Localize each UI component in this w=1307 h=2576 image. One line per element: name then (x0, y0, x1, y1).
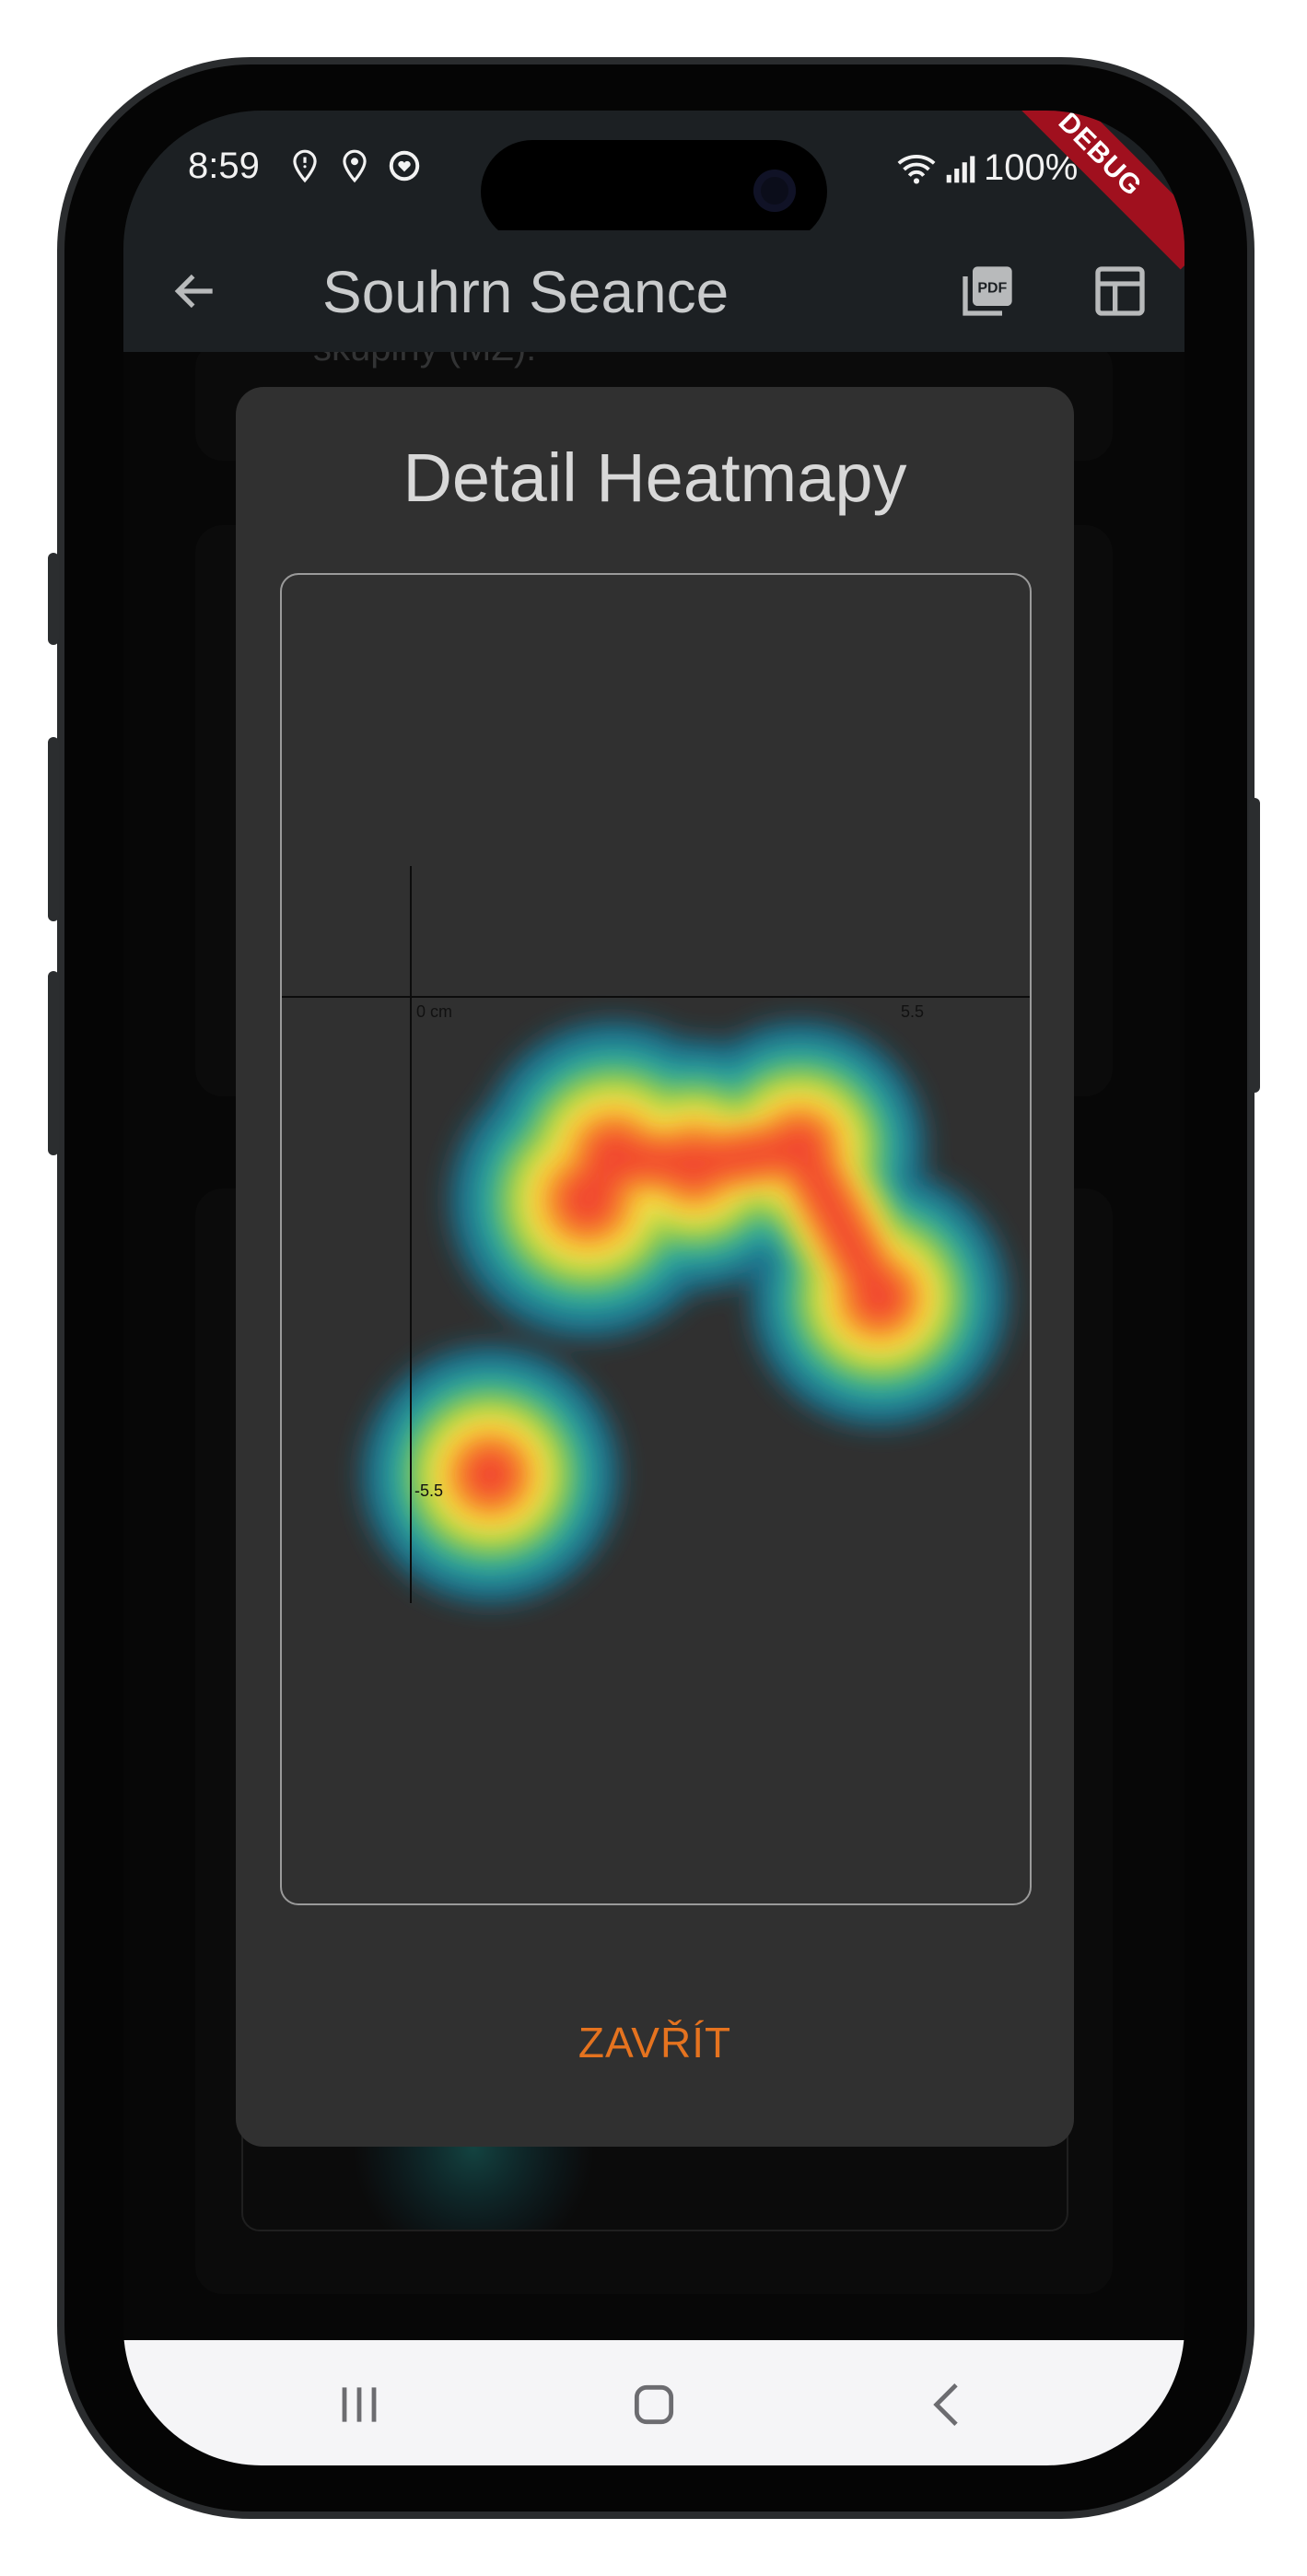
x-tick-label-end: 5.5 (901, 1002, 924, 1021)
status-bar: 8:59 100% (123, 111, 1184, 243)
app-bar: Souhrn Seance PDF (123, 230, 1184, 352)
close-button[interactable]: ZAVŘÍT (578, 2019, 732, 2067)
battery-level: 100% (984, 147, 1079, 188)
heatmap-canvas: 0 cm 5.5 -5.5 (282, 866, 1030, 1604)
heatmap-layer (462, 1120, 907, 1503)
heatmap-frame: 0 cm 5.5 -5.5 (280, 573, 1032, 1905)
volume-down-button (48, 971, 59, 1155)
location-alert-icon (293, 149, 317, 183)
home-icon[interactable] (624, 2375, 683, 2434)
status-system-icons: 100% (895, 147, 1078, 189)
dialog-title: Detail Heatmapy (403, 439, 907, 516)
status-time: 8:59 (188, 146, 260, 186)
page-title: Souhrn Seance (322, 259, 729, 325)
y-tick-label: -5.5 (414, 1481, 443, 1500)
recent-apps-icon[interactable] (330, 2375, 389, 2434)
system-navigation-bar (123, 2340, 1184, 2465)
pdf-export-icon[interactable]: PDF (958, 262, 1017, 321)
location-icon (343, 149, 367, 183)
back-arrow-icon[interactable] (169, 265, 221, 317)
heatmap-hotspot (462, 1446, 519, 1503)
x-tick-label-origin: 0 cm (416, 1002, 452, 1021)
signal-icon (946, 155, 975, 182)
svg-text:PDF: PDF (977, 280, 1007, 296)
action-button (48, 553, 59, 645)
nav-back-icon[interactable] (919, 2375, 978, 2434)
heatmap-dialog: Detail Heatmapy 0 cm 5.5 -5.5 ZAVŘÍT (236, 387, 1074, 2147)
dynamic-island (481, 140, 827, 243)
front-camera (753, 170, 796, 212)
status-notification-icons (287, 147, 422, 184)
table-view-icon[interactable] (1091, 262, 1149, 321)
power-button (1249, 798, 1260, 1093)
heatmap-trail (781, 1129, 898, 1317)
wifi-icon (897, 154, 936, 183)
volume-up-button (48, 737, 59, 921)
health-app-icon (389, 150, 420, 181)
screen: skupiny (MZ): 8:59 (123, 111, 1184, 2465)
